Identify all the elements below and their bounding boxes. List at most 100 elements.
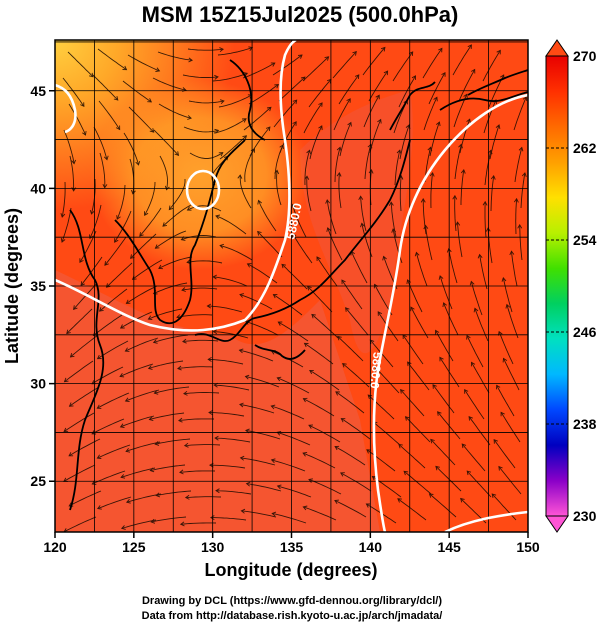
- streamline: [258, 200, 277, 232]
- streamline-arrowhead: [183, 442, 189, 448]
- streamline: [482, 50, 501, 82]
- streamline: [64, 360, 94, 383]
- streamline-arrowhead: [266, 106, 272, 112]
- streamline: [180, 522, 217, 525]
- streamline-arrowhead: [306, 149, 312, 155]
- streamline: [316, 256, 338, 287]
- streamline: [243, 106, 272, 131]
- y-tick-label: 30: [30, 376, 46, 392]
- streamline-arrowhead: [125, 299, 131, 304]
- streamline: [503, 358, 520, 391]
- streamline: [126, 285, 158, 304]
- streamline: [215, 215, 247, 235]
- streamline-arrowhead: [496, 49, 501, 55]
- streamline: [99, 288, 128, 312]
- streamline: [367, 394, 395, 420]
- streamline-arrowhead: [435, 465, 440, 471]
- streamline-arrowhead: [311, 313, 316, 319]
- streamline: [242, 62, 276, 79]
- streamline-arrowhead: [509, 250, 515, 256]
- streamline-arrowhead: [177, 365, 182, 371]
- streamline-arrowhead: [88, 72, 94, 78]
- streamline: [400, 389, 425, 417]
- streamline-arrowhead: [276, 376, 282, 382]
- contour-5880-east: [372, 93, 528, 532]
- x-tick-label: 125: [122, 539, 146, 555]
- streamline: [62, 77, 85, 107]
- streamline-arrowhead: [238, 348, 244, 354]
- streamline: [130, 233, 157, 259]
- streamline-arrowhead: [240, 508, 246, 514]
- y-tick-label: 25: [30, 473, 46, 489]
- streamline-arrowhead: [336, 172, 342, 177]
- streamline-arrowhead: [69, 352, 75, 358]
- streamline-arrowhead: [125, 448, 131, 453]
- streamline: [403, 470, 432, 495]
- streamline: [212, 72, 248, 82]
- streamline-arrowhead: [60, 237, 66, 243]
- streamline-arrowhead: [466, 334, 471, 340]
- streamline: [91, 418, 125, 435]
- streamline: [187, 205, 222, 212]
- streamline: [239, 403, 275, 414]
- streamline-arrowhead: [152, 339, 158, 344]
- streamline-arrowhead: [304, 175, 310, 180]
- streamline: [334, 446, 366, 466]
- streamline: [422, 48, 443, 79]
- streamline: [479, 254, 488, 290]
- colorbar-tick-label: 238: [573, 416, 597, 432]
- streamline-arrowhead: [206, 303, 212, 309]
- streamline-arrowhead: [334, 445, 340, 451]
- streamline: [91, 366, 124, 385]
- streamline-arrowhead: [303, 342, 309, 348]
- streamline: [454, 144, 462, 180]
- streamline: [119, 363, 154, 377]
- streamline: [245, 375, 280, 388]
- streamline: [415, 252, 428, 287]
- streamline: [398, 75, 416, 108]
- streamline-arrowhead: [82, 131, 87, 136]
- streamline: [511, 251, 518, 287]
- streamline: [368, 70, 388, 102]
- streamline: [63, 516, 97, 532]
- streamline-arrowhead: [368, 169, 374, 174]
- streamline-arrowhead: [149, 467, 155, 473]
- streamline-arrowhead: [398, 443, 403, 449]
- streamline: [93, 314, 123, 336]
- streamline-arrowhead: [237, 174, 243, 179]
- streamline: [271, 459, 306, 472]
- streamline-arrowhead: [208, 410, 213, 415]
- colorbar-tick-label: 246: [573, 324, 597, 340]
- streamline: [80, 256, 103, 286]
- streamline: [132, 259, 163, 280]
- streamline: [506, 304, 519, 339]
- streamline: [459, 119, 471, 154]
- streamline-arrowhead: [367, 143, 373, 149]
- streamline: [89, 204, 102, 239]
- map-title: MSM 15Z15Jul2025 (500.0hPa): [142, 2, 459, 27]
- streamline: [97, 496, 132, 510]
- streamline-arrowhead: [491, 493, 497, 498]
- streamline: [151, 516, 187, 523]
- streamline: [152, 77, 186, 91]
- streamline: [148, 360, 184, 369]
- streamline-arrowhead: [154, 441, 160, 446]
- streamline-arrowhead: [408, 51, 414, 56]
- y-tick-label: 40: [30, 180, 46, 196]
- streamline: [277, 485, 312, 498]
- streamline: [429, 493, 457, 518]
- streamline-arrowhead: [184, 494, 190, 500]
- streamline: [307, 286, 333, 313]
- streamline-arrowhead: [460, 169, 466, 174]
- streamline: [342, 363, 370, 388]
- streamline-arrowhead: [178, 417, 183, 423]
- streamline-arrowhead: [239, 455, 245, 461]
- streamline: [209, 464, 246, 469]
- streamline-arrowhead: [377, 311, 383, 316]
- streamline-arrowhead: [292, 99, 298, 105]
- streamline-arrowhead: [458, 143, 463, 149]
- streamline: [490, 175, 495, 212]
- x-axis-ticks: 120 125 130 135 140 145 150: [43, 532, 540, 555]
- streamline-arrowhead: [207, 357, 212, 362]
- credit-data-source: Data from http://database.rish.kyoto-u.a…: [142, 610, 443, 622]
